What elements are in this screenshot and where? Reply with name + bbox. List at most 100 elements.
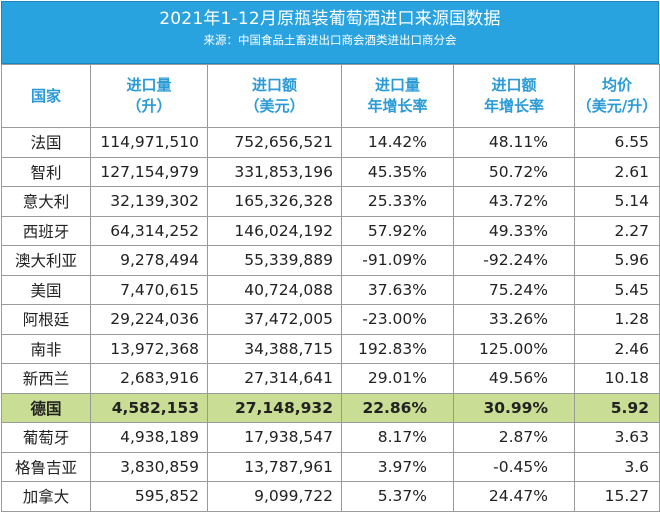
cell-avg-price: 2.46 (574, 333, 660, 364)
table-row: 西班牙 64,314,252 146,024,192 57.92% 49.33% 2.27 (1, 215, 660, 246)
header-volume-growth-line2: 年增长率 (367, 97, 428, 115)
cell-value: 13,787,961 (207, 451, 342, 482)
table-row: 意大利 32,139,302 165,326,328 25.33% 43.72% 5.14 (1, 186, 660, 217)
header-row: 国家 进口量 （升） 进口额 （美元） 进口量 年增长率 进口额 年增长率 (1, 64, 660, 128)
table-row: 澳大利亚 9,278,494 55,339,889 -91.09% -92.24% 5.9… (1, 245, 660, 276)
header-value-growth-line1: 进口额 (491, 76, 537, 94)
cell-volume-growth: 192.83% (341, 333, 454, 364)
header-volume-line2: （升） (126, 97, 172, 115)
cell-volume-growth: -91.09% (341, 245, 454, 276)
cell-value: 9,099,722 (207, 481, 342, 512)
cell-volume-growth: 57.92% (341, 215, 454, 246)
cell-volume: 32,139,302 (90, 186, 208, 217)
cell-country: 南非 (1, 333, 91, 364)
cell-volume-growth: 5.37% (341, 481, 454, 512)
cell-avg-price: 6.55 (574, 127, 660, 158)
header-volume-growth: 进口量 年增长率 (341, 64, 454, 128)
cell-value-growth: -92.24% (453, 245, 575, 276)
cell-country: 加拿大 (1, 481, 91, 512)
cell-country: 法国 (1, 127, 91, 158)
cell-country: 阿根廷 (1, 304, 91, 335)
cell-avg-price: 2.61 (574, 156, 660, 187)
cell-avg-price: 15.27 (574, 481, 660, 512)
cell-value-growth: 2.87% (453, 422, 575, 453)
header-volume: 进口量 （升） (90, 64, 208, 128)
cell-country: 美国 (1, 274, 91, 305)
cell-volume: 4,582,153 (90, 392, 208, 423)
cell-value-growth: 49.56% (453, 363, 575, 394)
cell-avg-price: 3.6 (574, 451, 660, 482)
cell-value-growth: 24.47% (453, 481, 575, 512)
cell-avg-price: 5.45 (574, 274, 660, 305)
cell-volume-growth: 14.42% (341, 127, 454, 158)
cell-volume-growth: 3.97% (341, 451, 454, 482)
cell-country: 新西兰 (1, 363, 91, 394)
cell-country: 葡萄牙 (1, 422, 91, 453)
header-value-growth-line2: 年增长率 (483, 97, 544, 115)
cell-country: 西班牙 (1, 215, 91, 246)
cell-volume-growth: 45.35% (341, 156, 454, 187)
cell-value-growth: 50.72% (453, 156, 575, 187)
import-data-table: 国家 进口量 （升） 进口额 （美元） 进口量 年增长率 进口额 年增长率 (1, 64, 660, 512)
cell-volume: 64,314,252 (90, 215, 208, 246)
table-body: 法国 114,971,510 752,656,521 14.42% 48.11% 6.55… (1, 127, 660, 512)
header-avg-price-line1: 均价 (601, 76, 632, 94)
cell-value: 34,388,715 (207, 333, 342, 364)
table-row: 南非 13,972,368 34,388,715 192.83% 125.00% 2.46 (1, 333, 660, 364)
header-value: 进口额 （美元） (207, 64, 342, 128)
cell-value: 165,326,328 (207, 186, 342, 217)
cell-value: 55,339,889 (207, 245, 342, 276)
cell-avg-price: 5.96 (574, 245, 660, 276)
cell-country: 澳大利亚 (1, 245, 91, 276)
cell-volume-growth: 22.86% (341, 392, 454, 423)
cell-volume: 29,224,036 (90, 304, 208, 335)
table-row: 美国 7,470,615 40,724,088 37.63% 75.24% 5.45 (1, 274, 660, 305)
cell-avg-price: 5.14 (574, 186, 660, 217)
cell-value: 27,314,641 (207, 363, 342, 394)
cell-value-growth: 49.33% (453, 215, 575, 246)
cell-volume: 9,278,494 (90, 245, 208, 276)
cell-volume: 127,154,979 (90, 156, 208, 187)
header-avg-price-line2: （美元/升） (576, 97, 658, 115)
cell-value: 17,938,547 (207, 422, 342, 453)
cell-volume: 13,972,368 (90, 333, 208, 364)
cell-value: 752,656,521 (207, 127, 342, 158)
cell-volume: 7,470,615 (90, 274, 208, 305)
table-row: 葡萄牙 4,938,189 17,938,547 8.17% 2.87% 3.63 (1, 422, 660, 453)
header-country: 国家 (1, 64, 91, 128)
cell-volume-growth: 25.33% (341, 186, 454, 217)
cell-value-growth: 30.99% (453, 392, 575, 423)
cell-volume-growth: 29.01% (341, 363, 454, 394)
cell-volume: 2,683,916 (90, 363, 208, 394)
header-avg-price: 均价 （美元/升） (574, 64, 660, 128)
table-row: 法国 114,971,510 752,656,521 14.42% 48.11% 6.55 (1, 127, 660, 158)
cell-value-growth: -0.45% (453, 451, 575, 482)
cell-avg-price: 3.63 (574, 422, 660, 453)
cell-value: 37,472,005 (207, 304, 342, 335)
table-row: 加拿大 595,852 9,099,722 5.37% 24.47% 15.27 (1, 481, 660, 512)
table-row: 阿根廷 29,224,036 37,472,005 -23.00% 33.26% 1.28 (1, 304, 660, 335)
cell-value: 146,024,192 (207, 215, 342, 246)
cell-avg-price: 10.18 (574, 363, 660, 394)
table-row: 智利 127,154,979 331,853,196 45.35% 50.72% 2.61 (1, 156, 660, 187)
cell-volume-growth: -23.00% (341, 304, 454, 335)
cell-value: 40,724,088 (207, 274, 342, 305)
cell-country: 格鲁吉亚 (1, 451, 91, 482)
cell-value-growth: 75.24% (453, 274, 575, 305)
header-volume-growth-line1: 进口量 (374, 76, 420, 94)
header-volume-line1: 进口量 (126, 76, 172, 94)
cell-value-growth: 43.72% (453, 186, 575, 217)
cell-avg-price: 5.92 (574, 392, 660, 423)
table-row: 格鲁吉亚 3,830,859 13,787,961 3.97% -0.45% 3.6 (1, 451, 660, 482)
cell-volume: 114,971,510 (90, 127, 208, 158)
title-banner: 2021年1-12月原瓶装葡萄酒进口来源国数据 来源：中国食品土畜进出口商会酒类… (1, 1, 659, 64)
table-row: 新西兰 2,683,916 27,314,641 29.01% 49.56% 10.18 (1, 363, 660, 394)
header-value-line2: （美元） (244, 97, 305, 115)
cell-avg-price: 1.28 (574, 304, 660, 335)
page-title: 2021年1-12月原瓶装葡萄酒进口来源国数据 (159, 9, 501, 29)
cell-value-growth: 33.26% (453, 304, 575, 335)
cell-country: 德国 (1, 392, 91, 423)
cell-volume-growth: 37.63% (341, 274, 454, 305)
cell-volume: 4,938,189 (90, 422, 208, 453)
